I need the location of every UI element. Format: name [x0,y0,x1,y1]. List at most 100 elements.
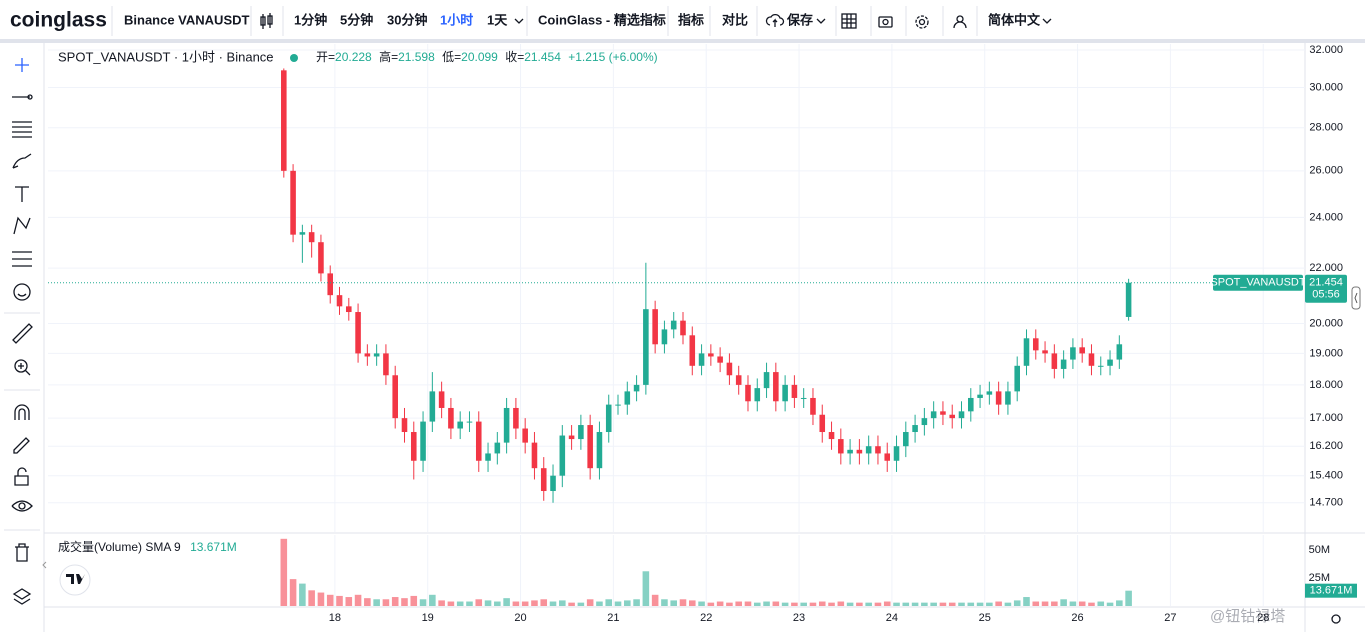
candle-body [494,442,501,454]
x-tick-label: 22 [700,612,712,624]
delete-tool[interactable] [15,543,29,562]
settings-corner[interactable] [1331,614,1341,624]
line-tool[interactable] [12,94,33,100]
candle-body [661,329,668,345]
chart-title: SPOT_VANAUSDT · 1小时 · Binance [58,49,274,64]
object-tree-tool[interactable] [12,588,32,605]
volume-bar [986,602,993,606]
volume-bar [828,602,835,606]
symbol-button[interactable]: Binance VANAUSDT [124,12,250,27]
candle-body [819,414,826,433]
zoom-tool[interactable] [14,359,31,376]
candle-body [281,70,287,171]
candle-body [893,446,900,461]
volume-bar [1078,601,1086,606]
emoji-tool[interactable] [13,283,31,301]
x-tick-label: 19 [422,612,434,624]
volume-bar [419,599,427,606]
interval-button[interactable]: 5分钟 [340,12,373,27]
x-tick-label: 21 [607,612,619,624]
volume-bar [800,602,807,606]
lock-drawing-tool[interactable] [13,437,30,454]
fib-tool[interactable] [12,121,32,138]
candle-body [810,397,816,415]
volume-bar [1041,601,1049,606]
candle-body [930,411,937,419]
candle-body [1014,365,1020,392]
candle-body [485,453,491,461]
interval-button-active[interactable]: 1小时 [440,12,473,27]
scroll-handle[interactable] [1351,286,1361,310]
tradingview-logo[interactable] [59,564,91,596]
volume-bar [373,599,380,606]
volume-bar [494,601,501,606]
grid [48,44,1305,606]
language-button[interactable]: 简体中文 [988,12,1041,27]
volume-bar [791,602,798,606]
candle-body [1116,344,1123,360]
volume-bar [902,602,910,606]
volume-bar [299,583,306,606]
visibility-tool[interactable] [11,500,33,512]
candle-body [773,372,779,402]
candle-body [968,397,974,412]
layout-icon[interactable] [841,13,857,29]
candle-body [884,453,891,461]
candle-body [540,468,547,492]
y-tick-label: 17.000 [1309,412,1343,424]
magnet-tool[interactable] [14,404,30,420]
pattern-tool[interactable] [13,216,31,235]
volume-title: 成交量(Volume) SMA 9 13.671M [58,539,237,554]
ruler-tool[interactable] [12,323,33,344]
last-price-box [1305,274,1347,303]
volume-tick-label: 50M [1309,544,1330,556]
y-tick-label: 18.000 [1309,379,1343,391]
indicators-button[interactable]: 指标 [678,12,704,27]
volume-bar [809,602,817,606]
candle-body [373,353,380,357]
unlock-tool[interactable] [14,467,29,486]
settings-icon[interactable] [915,15,929,29]
brush-tool[interactable] [12,153,32,169]
candle-body [940,411,946,415]
user-icon[interactable] [953,15,967,29]
camera-icon[interactable] [878,16,893,28]
compare-button[interactable]: 对比 [722,12,748,27]
logo[interactable]: coinglass [10,9,107,32]
candle-body [1023,338,1030,366]
indicator-set-button[interactable]: CoinGlass - 精选指标 [538,12,666,27]
candle-body [420,421,426,461]
y-tick-label: 20.000 [1309,317,1343,329]
volume-bar [559,600,566,606]
volume-bar [958,602,965,606]
chart-style-icon[interactable] [260,13,273,29]
dropdown-arrow[interactable] [514,18,524,24]
volume-bar [1069,601,1077,606]
y-tick-label: 14.700 [1309,497,1343,509]
dropdown-arrow[interactable] [1042,18,1052,24]
volume-bar [438,600,445,606]
interval-button[interactable]: 1分钟 [294,12,327,27]
volume-bar [883,601,891,606]
candle-body [1079,347,1085,354]
candle-body [401,418,408,433]
candle-body [513,407,519,429]
candle-body [754,388,761,402]
candle-body [578,425,584,440]
candle-body [1070,347,1076,360]
interval-button[interactable]: 30分钟 [387,12,427,27]
text-tool[interactable] [15,186,29,202]
prediction-tool[interactable] [12,251,32,267]
crosshair-tool[interactable] [15,58,29,72]
candle-body [1088,353,1095,366]
save-button[interactable]: 保存 [786,12,813,27]
volume-bar [1060,599,1067,606]
collapse-arrow[interactable] [42,561,47,569]
cloud-icon[interactable] [765,13,785,27]
candle-body [429,391,436,422]
volume-bar [336,595,343,606]
interval-button[interactable]: 1天 [487,12,508,27]
dropdown-arrow[interactable] [816,18,826,24]
ohlc-value: 21.454 [524,50,561,64]
